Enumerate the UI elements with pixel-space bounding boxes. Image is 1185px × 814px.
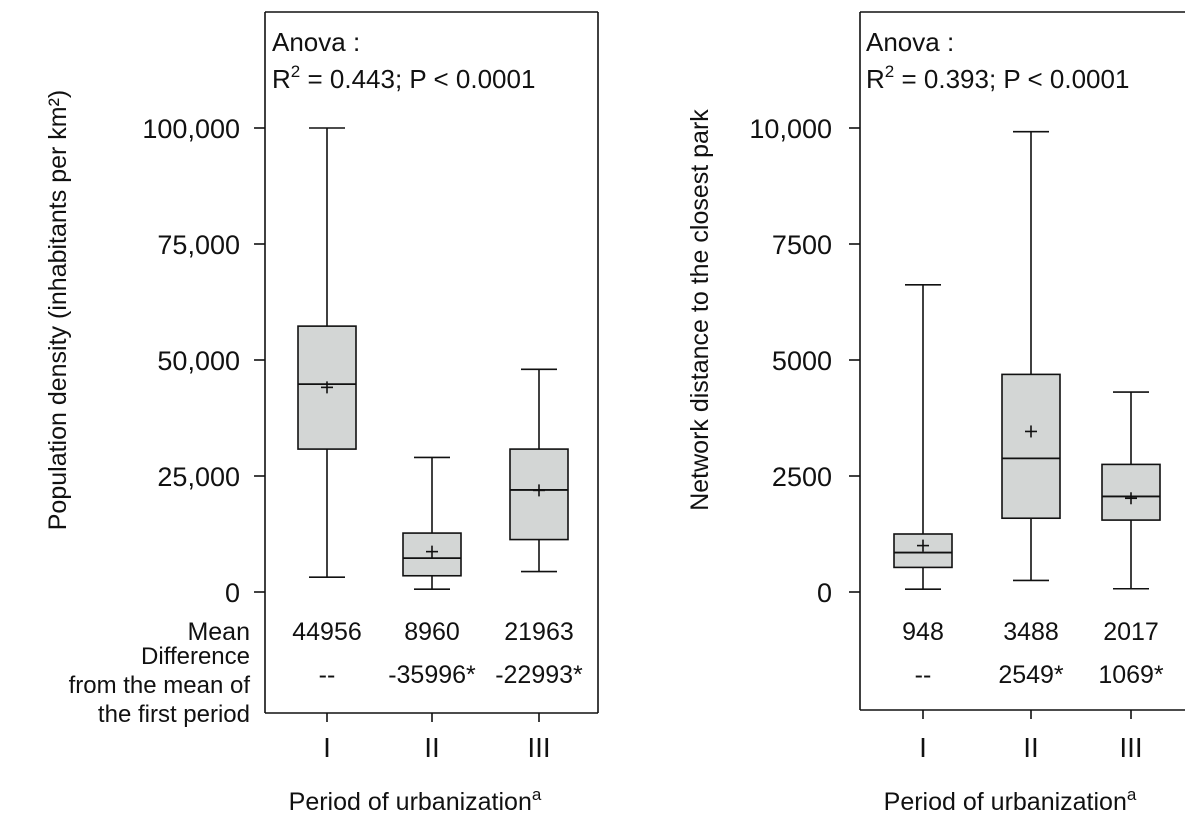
panel1-y-tick-label: 75,000 bbox=[157, 230, 240, 260]
panel2-x-axis-label-sup: a bbox=[1127, 785, 1137, 804]
difference-row-label: from the mean of bbox=[69, 672, 251, 699]
panel2-difference-value: 1069* bbox=[1098, 661, 1164, 689]
panel2-box-3 bbox=[1101, 463, 1161, 521]
panel1-x-axis-label-text: Period of urbanization bbox=[289, 788, 532, 814]
panel2-x-axis-label-text: Period of urbanization bbox=[884, 788, 1127, 814]
panel2-anova-title: Anova : bbox=[866, 27, 954, 57]
panel2-anova-r2-text: = 0.393; P < 0.0001 bbox=[894, 64, 1129, 94]
panel1-category-label: I bbox=[323, 732, 331, 763]
panel2-difference-value: -- bbox=[915, 661, 932, 689]
difference-row-label: Difference bbox=[141, 643, 250, 670]
panel1-difference-value: -35996* bbox=[388, 661, 476, 689]
panel2-x-axis-label: Period of urbanizationa bbox=[884, 785, 1137, 814]
panel1-mean-value: 8960 bbox=[404, 618, 460, 646]
panel1-anova-r2-text: = 0.443; P < 0.0001 bbox=[300, 64, 535, 94]
panel2-difference-value: 2549* bbox=[998, 661, 1064, 689]
panel1-y-tick-label: 100,000 bbox=[142, 114, 240, 144]
panel1-mean-value: 44956 bbox=[292, 618, 362, 646]
panel1-anova-title: Anova : bbox=[272, 27, 360, 57]
panel2-y-axis-label: Network distance to the closest park bbox=[686, 109, 714, 511]
panel1-y-axis-label: Population density (inhabitants per km²) bbox=[44, 90, 72, 531]
mean-row-label: Mean bbox=[187, 618, 250, 646]
panel1-difference-value: -22993* bbox=[495, 661, 583, 689]
panel2-mean-value: 3488 bbox=[1003, 618, 1059, 646]
panel1-y-tick-label: 0 bbox=[225, 578, 240, 608]
panel2-y-tick-label: 7500 bbox=[772, 230, 832, 260]
panel2-mean-value: 2017 bbox=[1103, 618, 1159, 646]
panel1-category-label: II bbox=[424, 732, 440, 763]
panel2-y-tick-label: 5000 bbox=[772, 346, 832, 376]
panel1-difference-value: -- bbox=[319, 661, 336, 689]
panel1-y-tick-label: 50,000 bbox=[157, 346, 240, 376]
panel1-x-axis-label-sup: a bbox=[532, 785, 542, 804]
panel2-anova-r-sup: 2 bbox=[885, 62, 894, 81]
panel1-x-axis-label: Period of urbanizationa bbox=[289, 785, 542, 814]
panel2-category-label: I bbox=[919, 732, 927, 763]
panel1-anova-stats: R2 = 0.443; P < 0.0001 bbox=[272, 62, 535, 94]
panel2-y-tick-label: 2500 bbox=[772, 462, 832, 492]
panel1-y-tick-label: 25,000 bbox=[157, 462, 240, 492]
panel1-category-label: III bbox=[527, 732, 550, 763]
panel2-y-tick-label: 10,000 bbox=[749, 114, 832, 144]
panel2-category-label: III bbox=[1119, 732, 1142, 763]
panel2-box-2 bbox=[1001, 373, 1061, 520]
panel1-anova-r-sup: 2 bbox=[291, 62, 300, 81]
panel2-y-tick-label: 0 bbox=[817, 578, 832, 608]
panel2-anova-stats: R2 = 0.393; P < 0.0001 bbox=[866, 62, 1129, 94]
panel2-category-label: II bbox=[1023, 732, 1039, 763]
difference-row-label: the first period bbox=[98, 701, 250, 728]
panel2-mean-value: 948 bbox=[902, 618, 944, 646]
panel1-mean-value: 21963 bbox=[504, 618, 574, 646]
panel1-anova-r: R bbox=[272, 64, 291, 94]
panel2-anova-r: R bbox=[866, 64, 885, 94]
